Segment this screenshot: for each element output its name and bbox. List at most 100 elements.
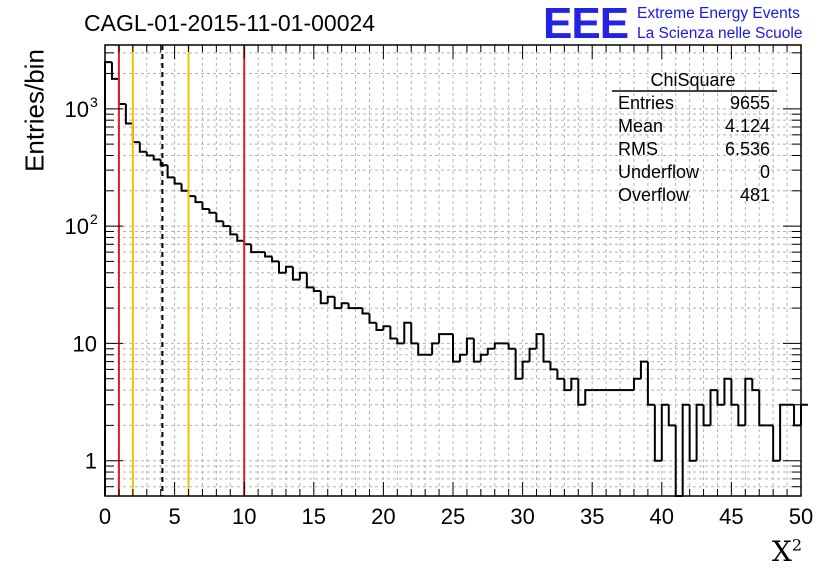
histogram-bin [716, 390, 725, 406]
histogram-bin [291, 266, 300, 281]
histogram-bin [326, 295, 335, 304]
y-tick-exponent: 3 [90, 94, 98, 110]
histogram-bin [751, 378, 760, 392]
marker-lines [117, 45, 246, 496]
histogram-bin [173, 177, 182, 185]
x-axis-label: X2 [771, 535, 802, 568]
histogram-bin [584, 389, 593, 405]
histogram-bin [284, 265, 293, 273]
stats-label: Underflow [618, 162, 700, 182]
histogram-bin [695, 403, 704, 461]
histogram-bin [250, 244, 259, 254]
y-axis-label: Entries/bin [19, 49, 50, 172]
histogram-bin [131, 123, 140, 144]
histogram-bin [479, 353, 488, 362]
histogram-bin [159, 159, 168, 167]
histogram-bin [465, 337, 474, 355]
histogram-bin [117, 78, 126, 105]
histogram-bin [138, 142, 147, 153]
histogram-bin [396, 338, 405, 345]
stats-label: RMS [618, 139, 658, 159]
histogram-bin [730, 378, 739, 406]
histogram-bin [563, 378, 572, 392]
histogram-bin [577, 378, 586, 406]
x-tick-label: 40 [650, 504, 674, 529]
histogram-bin [660, 403, 669, 461]
histogram-bin [201, 202, 210, 210]
stats-label: Mean [618, 116, 663, 136]
histogram-bin [702, 404, 711, 427]
logo-line-1: Extreme Energy Events [637, 5, 800, 22]
stats-label: Overflow [618, 185, 690, 205]
histogram-bin [110, 62, 119, 80]
grid-lines [105, 45, 801, 497]
histogram-bin [278, 261, 286, 274]
histogram-bin [779, 403, 788, 461]
stats-value: 481 [740, 185, 770, 205]
histogram-bin [486, 347, 495, 355]
histogram-bin [389, 326, 398, 340]
histogram-bin [152, 155, 161, 161]
histogram-bin [194, 196, 203, 204]
histogram-bin [243, 240, 252, 246]
histogram-bin [222, 221, 231, 228]
histogram-bin [229, 226, 238, 236]
stats-value: 0 [760, 162, 770, 182]
stats-value: 4.124 [725, 116, 770, 136]
histogram-bin [215, 212, 224, 223]
stats-name: ChiSquare [650, 70, 735, 90]
histogram-bin [528, 347, 537, 362]
histogram-bin [681, 403, 690, 496]
histogram-bin [709, 389, 718, 426]
x-tick-label: 20 [371, 504, 395, 529]
histogram-bin [382, 325, 391, 331]
x-tick-label: 35 [580, 504, 604, 529]
histogram-bin [632, 377, 641, 391]
histogram-bin [166, 165, 175, 179]
y-tick-label: 1 [85, 449, 97, 474]
histogram-bin [667, 404, 676, 427]
eee-logo: EEE [543, 0, 629, 48]
histogram-bin [772, 425, 781, 462]
x-tick-label: 15 [302, 504, 326, 529]
histogram-bin [361, 308, 370, 315]
y-tick-exponent: 2 [90, 211, 98, 227]
histogram-bin [208, 208, 217, 214]
stats-value: 6.536 [725, 139, 770, 159]
histogram-bin [124, 103, 133, 125]
histogram-bin [145, 151, 154, 157]
histogram-bin [312, 287, 321, 292]
histogram-bin [639, 360, 648, 379]
x-tick-label: 5 [168, 504, 180, 529]
histogram-bin [737, 404, 746, 427]
histogram-bin [758, 390, 767, 427]
histogram-bin [793, 404, 801, 427]
histogram-bin [653, 404, 662, 462]
histogram-bin [472, 338, 481, 363]
histogram-bin [319, 290, 328, 305]
x-tick-label: 30 [510, 504, 534, 529]
histogram-bin [542, 334, 551, 363]
stats-value: 9655 [730, 93, 770, 113]
histogram-bin [410, 322, 419, 345]
x-tick-label: 50 [789, 504, 813, 529]
histogram-bin [549, 361, 558, 371]
histogram-bin [521, 360, 530, 379]
chart-title: CAGL-01-2015-11-01-00024 [84, 10, 376, 36]
histogram-bin [723, 377, 732, 405]
x-tick-label: 10 [232, 504, 256, 529]
histogram-bin [438, 333, 447, 344]
histogram-bin [535, 333, 544, 349]
x-tick-label: 0 [99, 504, 111, 529]
histogram-bin [180, 183, 189, 192]
histogram-bin [458, 353, 467, 362]
y-tick-label: 10 [73, 331, 97, 356]
histogram-bin [333, 296, 342, 310]
histogram-bin [452, 334, 460, 363]
histogram-bin [305, 272, 314, 289]
histogram-bars [104, 61, 808, 497]
histogram-bin [800, 403, 808, 426]
histogram-bin [187, 190, 196, 198]
